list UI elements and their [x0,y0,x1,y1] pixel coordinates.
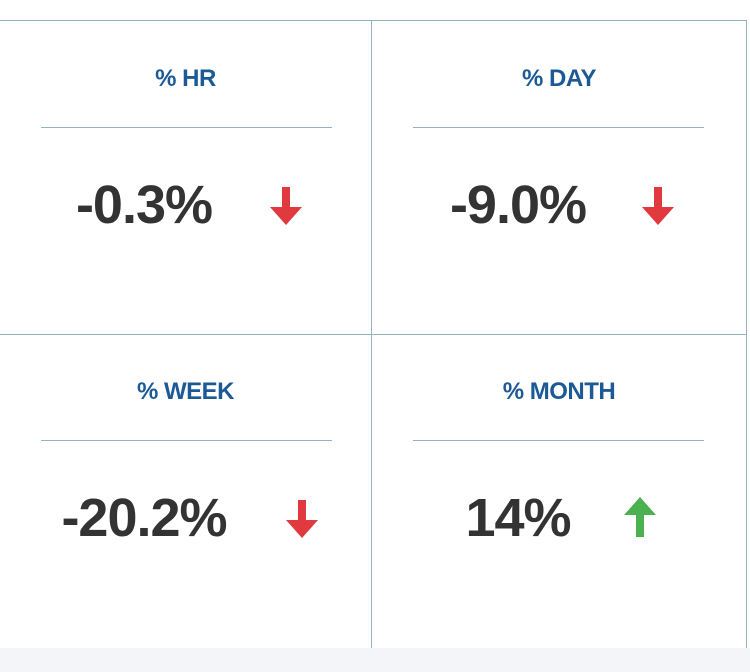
card-label: % MONTH [502,378,616,405]
stat-card: % MONTH 14% [371,334,747,649]
up-arrow [624,497,656,537]
divider [41,440,332,441]
card-label: % WEEK [136,378,235,405]
card-value: 14% [465,488,571,548]
card-label: % DAY [522,65,596,92]
stat-card: % WEEK -20.2% [0,334,373,649]
divider [413,440,704,441]
footer-background [0,648,750,672]
card-value: -0.3% [75,175,213,235]
stat-card: % HR -0.3% [0,20,373,335]
card-label: % HR [155,65,216,92]
card-value: -9.0% [449,175,587,235]
stat-card: % DAY -9.0% [371,20,747,335]
down-arrow [642,187,674,225]
divider [41,127,332,128]
divider [413,127,704,128]
card-value: -20.2% [61,488,227,548]
down-arrow [270,187,302,225]
down-arrow [286,500,318,538]
